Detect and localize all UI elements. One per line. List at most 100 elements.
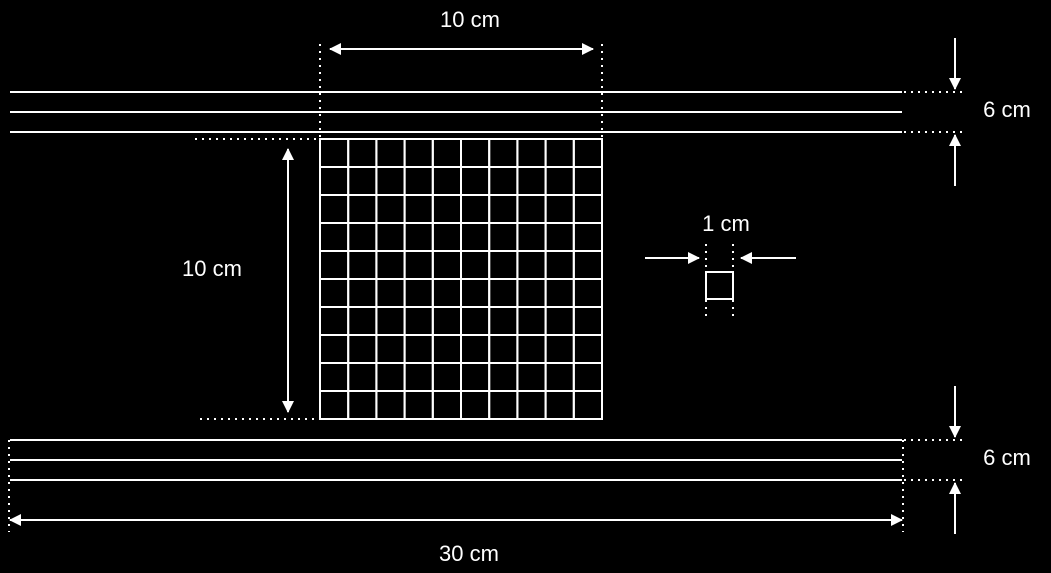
grid-cell bbox=[544, 194, 575, 224]
grid-cell bbox=[319, 278, 350, 308]
grid-width-label: 10 cm bbox=[440, 7, 500, 32]
grid-cell bbox=[460, 194, 491, 224]
grid-cell bbox=[460, 362, 491, 392]
grid-cell bbox=[375, 166, 406, 196]
grid-cell bbox=[375, 278, 406, 308]
grid-cell bbox=[572, 278, 603, 308]
grid-cell bbox=[572, 362, 603, 392]
grid-cell bbox=[319, 194, 350, 224]
grid-cell bbox=[347, 334, 378, 364]
grid-cell bbox=[488, 222, 519, 252]
grid-cell bbox=[488, 166, 519, 196]
grid-cell bbox=[572, 334, 603, 364]
grid-cell bbox=[319, 250, 350, 280]
grid-cell bbox=[431, 278, 462, 308]
grid-cell bbox=[516, 306, 547, 336]
grid-cell bbox=[431, 194, 462, 224]
grid-cell bbox=[347, 362, 378, 392]
grid-cell bbox=[516, 362, 547, 392]
dimension-arrows bbox=[9, 38, 961, 534]
grid-cell bbox=[403, 306, 434, 336]
grid-cell bbox=[544, 222, 575, 252]
grid-cell bbox=[516, 390, 547, 420]
grid-cell bbox=[375, 222, 406, 252]
grid-cell bbox=[488, 306, 519, 336]
grid-cell bbox=[544, 250, 575, 280]
grid-cell bbox=[375, 194, 406, 224]
grid-cell bbox=[319, 166, 350, 196]
top-band-label: 6 cm bbox=[983, 97, 1031, 122]
unit-square bbox=[705, 271, 734, 300]
grid-cell bbox=[347, 306, 378, 336]
grid-cell bbox=[431, 222, 462, 252]
grid-cell bbox=[544, 138, 575, 168]
grid-cell bbox=[319, 138, 350, 168]
grid-cell bbox=[431, 390, 462, 420]
grid-cell bbox=[375, 362, 406, 392]
grid-cell bbox=[375, 306, 406, 336]
grid-cell bbox=[375, 390, 406, 420]
grid-cell bbox=[488, 250, 519, 280]
grid-cell bbox=[375, 138, 406, 168]
grid-cell bbox=[572, 222, 603, 252]
grid-cell bbox=[347, 250, 378, 280]
grid-cell bbox=[488, 362, 519, 392]
grid-cell bbox=[431, 334, 462, 364]
grid-cell bbox=[403, 138, 434, 168]
total-length-label: 30 cm bbox=[439, 541, 499, 566]
grid-cell bbox=[431, 166, 462, 196]
grid-cell bbox=[488, 390, 519, 420]
grid-cell bbox=[488, 278, 519, 308]
grid-cell bbox=[460, 306, 491, 336]
grid-cell bbox=[572, 194, 603, 224]
grid-cell bbox=[403, 222, 434, 252]
grid-cell bbox=[347, 278, 378, 308]
grid-cell bbox=[544, 334, 575, 364]
grid-cell bbox=[319, 222, 350, 252]
grid-cell bbox=[403, 194, 434, 224]
grid-cell bbox=[516, 278, 547, 308]
grid-cell bbox=[403, 334, 434, 364]
grid-cell bbox=[375, 250, 406, 280]
grid-cell bbox=[544, 166, 575, 196]
grid-cell bbox=[460, 250, 491, 280]
grid-cell bbox=[431, 306, 462, 336]
grid-cell bbox=[431, 362, 462, 392]
bottom-band-label: 6 cm bbox=[983, 445, 1031, 470]
grid-cell bbox=[319, 362, 350, 392]
grid-cell bbox=[460, 390, 491, 420]
grid-cell bbox=[347, 194, 378, 224]
grid-cell bbox=[544, 362, 575, 392]
grid-cell bbox=[347, 138, 378, 168]
unit-square-label: 1 cm bbox=[702, 211, 750, 236]
grid-cell bbox=[460, 334, 491, 364]
grid-cell bbox=[431, 250, 462, 280]
grid-cell bbox=[460, 166, 491, 196]
grid-cell bbox=[375, 334, 406, 364]
hundred-square-grid bbox=[319, 138, 603, 420]
grid-cell bbox=[516, 222, 547, 252]
grid-cell bbox=[572, 390, 603, 420]
grid-cell bbox=[516, 166, 547, 196]
grid-cell bbox=[460, 138, 491, 168]
grid-cell bbox=[544, 278, 575, 308]
top-band bbox=[10, 91, 902, 133]
grid-cell bbox=[488, 138, 519, 168]
grid-height-label: 10 cm bbox=[182, 256, 242, 281]
grid-cell bbox=[347, 390, 378, 420]
grid-cell bbox=[516, 194, 547, 224]
grid-cell bbox=[516, 138, 547, 168]
grid-cell bbox=[403, 278, 434, 308]
grid-cell bbox=[460, 278, 491, 308]
grid-cell bbox=[544, 306, 575, 336]
grid-cell bbox=[403, 390, 434, 420]
grid-cell bbox=[488, 194, 519, 224]
extension-lines bbox=[8, 44, 962, 532]
bottom-band bbox=[10, 439, 902, 481]
grid-cell bbox=[544, 390, 575, 420]
grid-cell bbox=[572, 250, 603, 280]
grid-cell bbox=[347, 166, 378, 196]
grid-cell bbox=[403, 166, 434, 196]
grid-cell bbox=[572, 306, 603, 336]
grid-cell bbox=[403, 250, 434, 280]
